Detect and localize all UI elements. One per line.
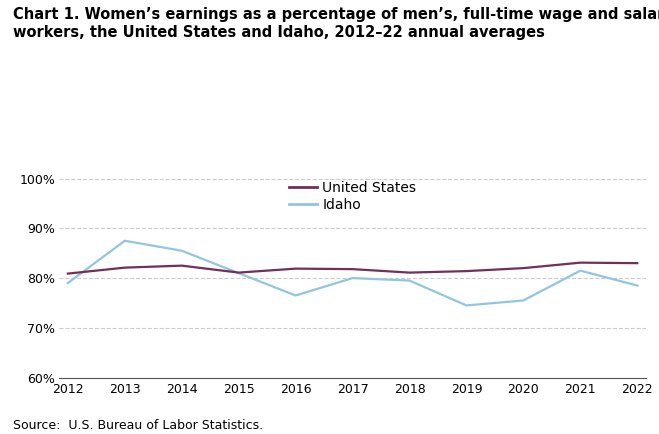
Text: Chart 1. Women’s earnings as a percentage of men’s, full-time wage and salary: Chart 1. Women’s earnings as a percentag… <box>13 7 659 22</box>
Text: workers, the United States and Idaho, 2012–22 annual averages: workers, the United States and Idaho, 20… <box>13 25 545 40</box>
Legend: United States, Idaho: United States, Idaho <box>289 181 416 212</box>
Text: Source:  U.S. Bureau of Labor Statistics.: Source: U.S. Bureau of Labor Statistics. <box>13 419 264 432</box>
